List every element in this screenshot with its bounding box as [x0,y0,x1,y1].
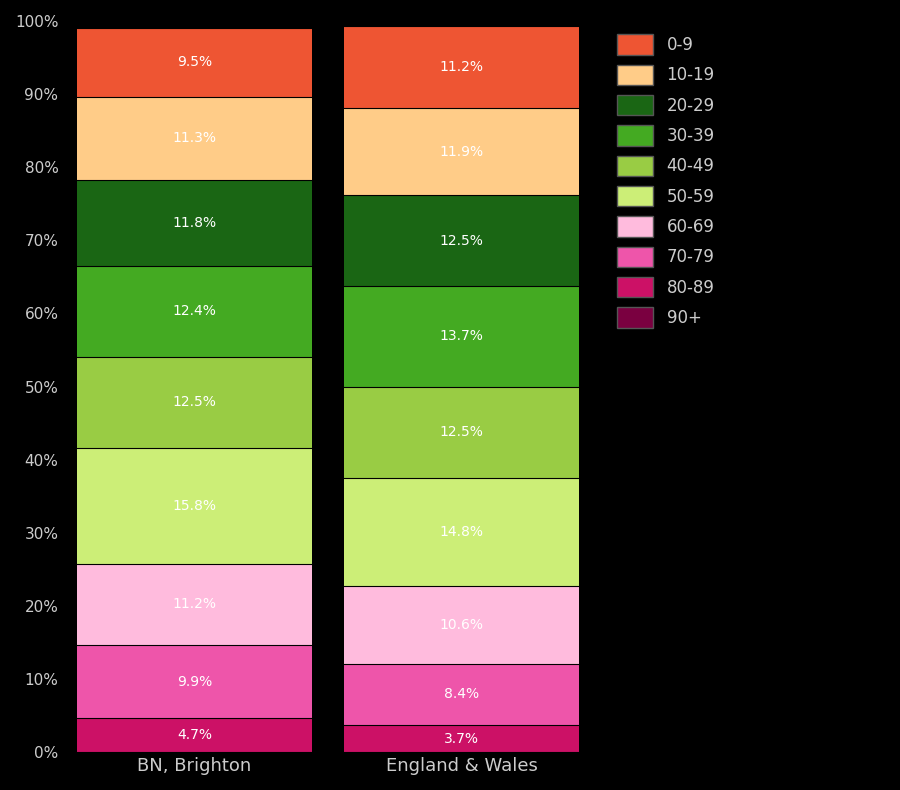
Bar [76,97,312,179]
Text: 4.7%: 4.7% [176,728,212,742]
Bar [344,478,580,586]
Bar [76,448,312,563]
Text: 14.8%: 14.8% [439,525,483,539]
Text: 11.8%: 11.8% [172,216,216,230]
Text: 9.9%: 9.9% [176,675,212,689]
Text: 15.8%: 15.8% [172,498,216,513]
Bar [344,725,580,752]
Bar [76,356,312,448]
Bar [76,645,312,718]
Bar [76,718,312,752]
Text: 12.4%: 12.4% [173,304,216,318]
Text: 9.5%: 9.5% [176,55,212,70]
Text: 11.3%: 11.3% [172,131,216,145]
Bar [344,586,580,664]
Legend: 0-9, 10-19, 20-29, 30-39, 40-49, 50-59, 60-69, 70-79, 80-89, 90+: 0-9, 10-19, 20-29, 30-39, 40-49, 50-59, … [611,29,720,333]
Bar [344,108,580,195]
Text: 8.4%: 8.4% [444,687,479,702]
Bar [344,195,580,287]
Bar [76,179,312,266]
Text: 11.2%: 11.2% [439,60,483,74]
Bar [76,563,312,645]
Bar [344,287,580,386]
Bar [76,28,312,97]
Text: 11.9%: 11.9% [439,145,483,159]
Bar [344,664,580,725]
Text: 12.5%: 12.5% [440,234,483,248]
Bar [76,266,312,356]
Text: 3.7%: 3.7% [444,732,479,746]
Text: 10.6%: 10.6% [439,618,483,632]
Text: 12.5%: 12.5% [440,425,483,439]
Text: 12.5%: 12.5% [173,395,216,409]
Text: 11.2%: 11.2% [172,597,216,611]
Text: 13.7%: 13.7% [440,329,483,344]
Bar [344,26,580,108]
Bar [344,386,580,478]
